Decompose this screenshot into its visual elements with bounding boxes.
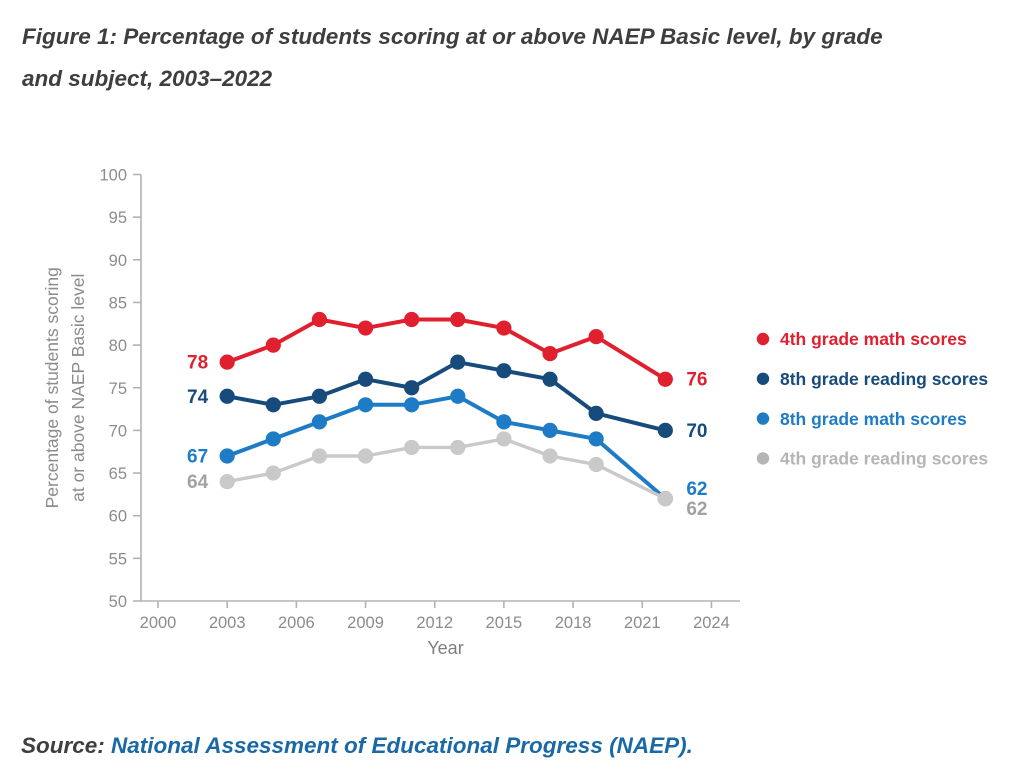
data-point (496, 431, 512, 447)
data-point (542, 346, 558, 362)
data-point (450, 388, 466, 404)
data-point (542, 448, 558, 464)
figure-title: Figure 1: Percentage of students scoring… (22, 16, 883, 100)
data-point (404, 439, 420, 456)
source-suffix: . (686, 733, 693, 758)
y-tick-label: 90 (109, 252, 127, 270)
data-point (311, 311, 328, 328)
series-4th-grade-reading-scores: 64 62 (187, 431, 707, 520)
legend-item-8th-grade-math-scores: 8th grade math scores (756, 409, 967, 429)
data-point (219, 388, 235, 404)
figure-title-line-1: Figure 1: Percentage of students scoring… (22, 24, 883, 49)
data-point (311, 448, 328, 464)
x-tick-label: 2012 (416, 614, 453, 632)
y-tick-label: 55 (109, 550, 127, 568)
series-line-8th-grade-math-scores (225, 394, 668, 501)
source-line: Source: National Assessment of Education… (21, 733, 693, 759)
series-start-value-label: 74 (187, 387, 209, 408)
y-tick-label: 70 (109, 422, 127, 440)
x-tick-label: 2006 (278, 614, 315, 632)
data-point (265, 397, 281, 413)
x-tick-label: 2015 (486, 614, 523, 632)
y-axis-title: Percentage of students scoring (42, 267, 62, 508)
series-line-8th-grade-reading-scores (225, 360, 668, 433)
x-axis-title: Year (427, 638, 463, 658)
y-axis-title: at or above NAEP Basic level (68, 274, 88, 502)
legend-dot-icon (756, 332, 770, 346)
data-point (450, 439, 466, 456)
y-tick-label: 85 (109, 294, 127, 312)
series-end-value-label: 76 (686, 370, 707, 391)
data-point (450, 311, 466, 328)
source-prefix: Source: (21, 733, 112, 758)
data-point (588, 431, 604, 447)
legend-dot-icon (756, 372, 770, 385)
data-point (357, 371, 374, 387)
legend-label: 8th grade math scores (780, 409, 967, 429)
data-point (496, 414, 512, 430)
data-point (657, 491, 673, 507)
data-point (404, 380, 420, 396)
legend-item-4th-grade-reading-scores: 4th grade reading scores (756, 449, 988, 469)
data-point (404, 397, 420, 413)
data-point (588, 328, 604, 345)
data-point (496, 320, 512, 336)
y-tick-label: 50 (109, 593, 127, 611)
legend-dot-icon (756, 452, 770, 465)
legend-item-4th-grade-math-scores: 4th grade math scores (756, 329, 967, 349)
y-tick-label: 80 (109, 337, 127, 355)
series-end-value-label: 62 (686, 479, 707, 500)
series-start-value-label: 78 (187, 353, 208, 374)
series-4th-grade-math-scores: 78 76 (187, 311, 707, 391)
series-line-4th-grade-math-scores (225, 317, 668, 382)
data-point (357, 397, 374, 413)
data-point (265, 337, 281, 353)
data-point (357, 320, 374, 336)
x-tick-label: 2024 (693, 614, 730, 632)
y-tick-label: 65 (109, 465, 127, 483)
data-point (657, 371, 673, 387)
y-tick-label: 75 (109, 380, 127, 398)
x-tick-label: 2003 (209, 614, 246, 632)
series-line-4th-grade-reading-scores (225, 437, 668, 501)
series-start-value-label: 67 (187, 446, 208, 467)
data-point (657, 422, 673, 438)
figure-title-line-2: and subject, 2003–2022 (22, 66, 273, 91)
x-tick-label: 2018 (555, 614, 592, 632)
data-point (542, 422, 558, 438)
data-point (265, 465, 281, 481)
data-point (219, 448, 235, 464)
data-point (265, 431, 281, 447)
source-link[interactable]: National Assessment of Educational Progr… (111, 733, 687, 758)
series-8th-grade-reading-scores: 74 70 (187, 354, 707, 442)
y-tick-label: 100 (99, 167, 127, 185)
x-tick-label: 2021 (624, 614, 661, 632)
data-point (311, 388, 328, 404)
data-point (404, 311, 420, 328)
data-point (219, 354, 235, 370)
data-point (311, 414, 328, 430)
y-tick-label: 60 (109, 508, 127, 526)
x-tick-label: 2000 (140, 614, 177, 632)
legend-dot-icon (756, 412, 770, 425)
series-8th-grade-math-scores: 67 62 (187, 388, 707, 507)
series-end-value-label: 70 (686, 421, 707, 442)
legend-item-8th-grade-reading-scores: 8th grade reading scores (756, 369, 988, 389)
data-point (357, 448, 374, 464)
y-tick-label: 95 (109, 209, 127, 227)
legend-label: 4th grade math scores (780, 329, 967, 349)
series-start-value-label: 64 (187, 472, 209, 493)
data-point (450, 354, 466, 370)
legend-label: 4th grade reading scores (780, 449, 988, 469)
data-point (219, 473, 235, 490)
data-point (496, 363, 512, 379)
x-tick-label: 2009 (347, 614, 384, 632)
series-end-value-label: 62 (686, 499, 707, 520)
data-point (542, 371, 558, 387)
data-point (588, 456, 604, 473)
data-point (588, 405, 604, 421)
legend-label: 8th grade reading scores (780, 369, 988, 389)
